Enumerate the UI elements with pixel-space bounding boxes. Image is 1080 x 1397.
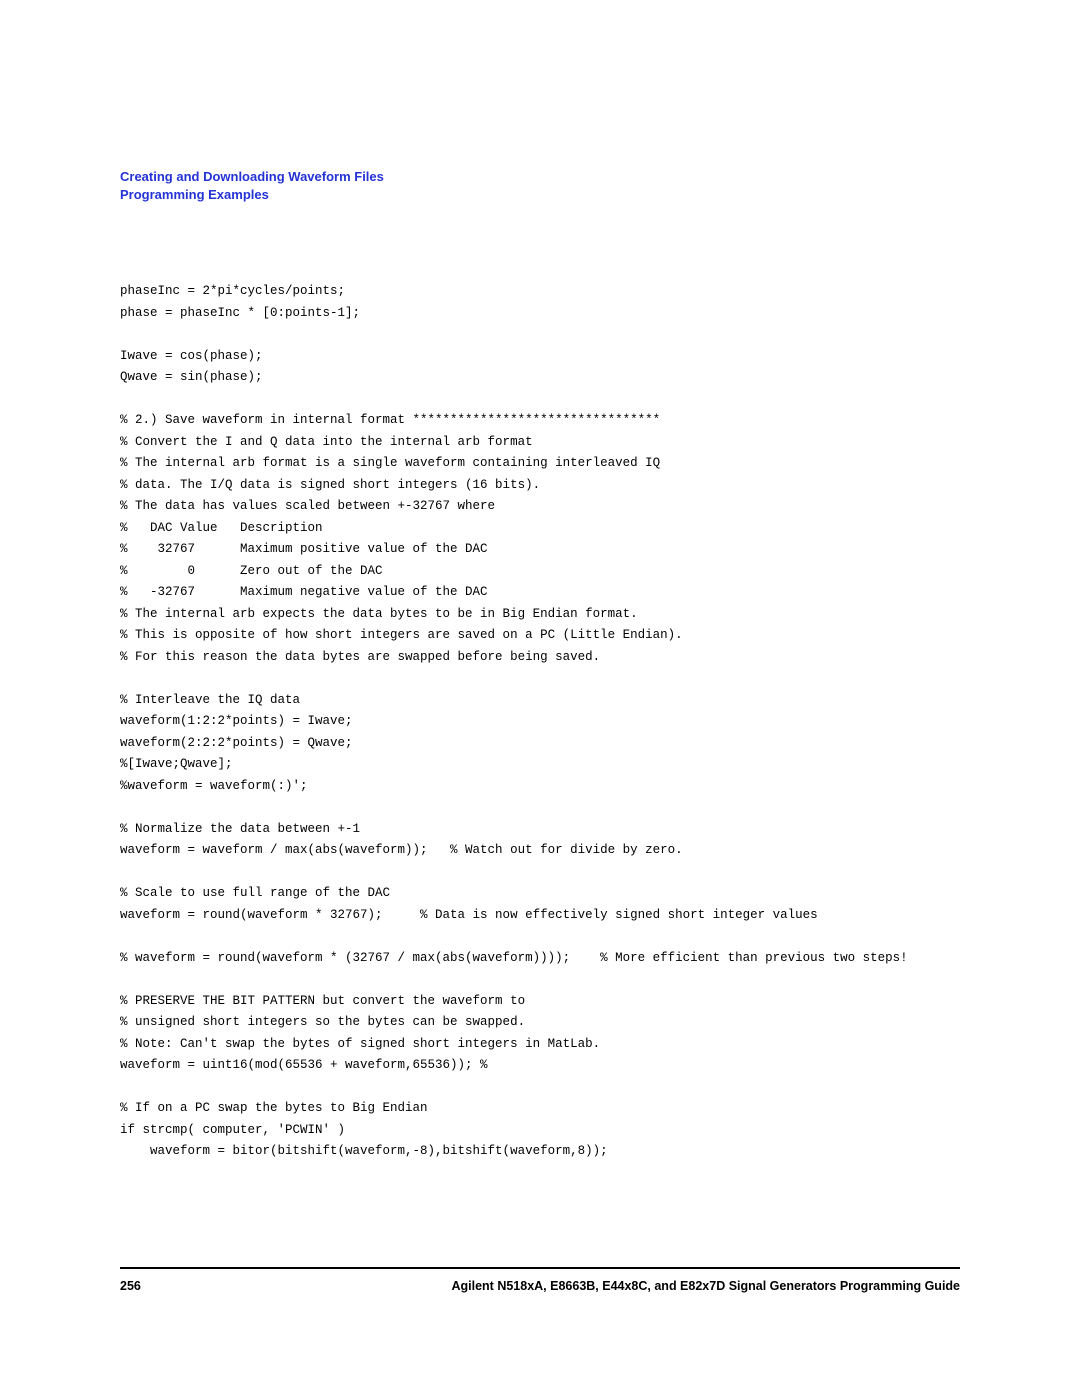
code-line: Iwave = cos(phase); [120, 346, 960, 368]
code-line: %[Iwave;Qwave]; [120, 754, 960, 776]
header-line-2: Programming Examples [120, 186, 960, 204]
code-line: % 32767 Maximum positive value of the DA… [120, 539, 960, 561]
code-line: waveform(2:2:2*points) = Qwave; [120, 733, 960, 755]
code-line: % The internal arb format is a single wa… [120, 453, 960, 475]
code-line [120, 797, 960, 819]
code-line: % If on a PC swap the bytes to Big Endia… [120, 1098, 960, 1120]
code-line [120, 926, 960, 948]
code-line [120, 668, 960, 690]
code-line: % Interleave the IQ data [120, 690, 960, 712]
code-line: phase = phaseInc * [0:points-1]; [120, 303, 960, 325]
header-line-1: Creating and Downloading Waveform Files [120, 168, 960, 186]
code-line: % 0 Zero out of the DAC [120, 561, 960, 583]
page-header: Creating and Downloading Waveform Files … [120, 168, 960, 203]
code-line: % Note: Can't swap the bytes of signed s… [120, 1034, 960, 1056]
code-line: % Normalize the data between +-1 [120, 819, 960, 841]
code-block: phaseInc = 2*pi*cycles/points;phase = ph… [120, 281, 960, 1163]
code-line: waveform = bitor(bitshift(waveform,-8),b… [120, 1141, 960, 1163]
code-line [120, 969, 960, 991]
code-line: % This is opposite of how short integers… [120, 625, 960, 647]
code-line: %waveform = waveform(:)'; [120, 776, 960, 798]
code-line: % The internal arb expects the data byte… [120, 604, 960, 626]
code-line: % unsigned short integers so the bytes c… [120, 1012, 960, 1034]
code-line: waveform = round(waveform * 32767); % Da… [120, 905, 960, 927]
guide-title: Agilent N518xA, E8663B, E44x8C, and E82x… [451, 1279, 960, 1293]
code-line: % Convert the I and Q data into the inte… [120, 432, 960, 454]
page-footer: 256 Agilent N518xA, E8663B, E44x8C, and … [120, 1267, 960, 1293]
document-page: Creating and Downloading Waveform Files … [0, 0, 1080, 1397]
code-line [120, 324, 960, 346]
page-number: 256 [120, 1279, 141, 1293]
code-line: waveform(1:2:2*points) = Iwave; [120, 711, 960, 733]
code-line: % DAC Value Description [120, 518, 960, 540]
code-line: waveform = waveform / max(abs(waveform))… [120, 840, 960, 862]
code-line: % data. The I/Q data is signed short int… [120, 475, 960, 497]
code-line: % The data has values scaled between +-3… [120, 496, 960, 518]
code-line: % -32767 Maximum negative value of the D… [120, 582, 960, 604]
code-line: % PRESERVE THE BIT PATTERN but convert t… [120, 991, 960, 1013]
code-line: % waveform = round(waveform * (32767 / m… [120, 948, 960, 970]
code-line: % Scale to use full range of the DAC [120, 883, 960, 905]
code-line: Qwave = sin(phase); [120, 367, 960, 389]
code-line [120, 862, 960, 884]
code-line: waveform = uint16(mod(65536 + waveform,6… [120, 1055, 960, 1077]
code-line [120, 1077, 960, 1099]
code-line: phaseInc = 2*pi*cycles/points; [120, 281, 960, 303]
code-line [120, 389, 960, 411]
code-line: % For this reason the data bytes are swa… [120, 647, 960, 669]
code-line: % 2.) Save waveform in internal format *… [120, 410, 960, 432]
code-line: if strcmp( computer, 'PCWIN' ) [120, 1120, 960, 1142]
